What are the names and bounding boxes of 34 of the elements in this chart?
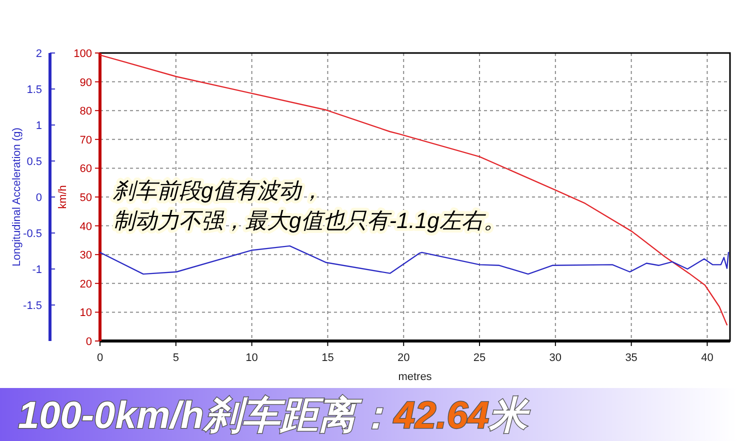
x-tick-label: 25	[473, 352, 486, 364]
annotation: 刹车前段g值有波动，	[112, 178, 324, 203]
y-tick-label: 20	[80, 278, 92, 290]
y-tick-label: 50	[80, 192, 92, 204]
y2-tick-label: -1	[32, 264, 42, 276]
y-tick-label: 100	[74, 48, 92, 60]
x-tick-label: 30	[549, 352, 562, 364]
annotation: 制动力不强，最大g值也只有-1.1g左右。	[113, 208, 506, 233]
y2-tick-label: 1	[36, 120, 42, 132]
x-tick-label: 40	[701, 352, 714, 364]
y-tick-label: 0	[86, 336, 92, 348]
y-tick-label: 60	[80, 163, 92, 176]
x-axis-title: metres	[398, 371, 432, 383]
y-tick-label: 40	[80, 220, 92, 233]
x-tick-label: 10	[246, 352, 258, 364]
y2-tick-label: 1.5	[26, 84, 42, 96]
x-tick-label: 5	[172, 352, 179, 364]
y-tick-label: 30	[80, 250, 92, 262]
y2-tick-label: 2	[36, 48, 42, 60]
y2-axis-title: Longitudinal Acceleration (g)	[11, 128, 23, 266]
y-tick-label: 70	[80, 134, 92, 146]
y2-tick-label: 0	[36, 192, 42, 204]
y2-tick-label: -1.5	[23, 300, 42, 312]
x-tick-label: 15	[322, 352, 334, 364]
y2-tick-label: 0.5	[26, 156, 42, 168]
y2-tick-label: -0.5	[23, 228, 42, 240]
x-tick-label: 35	[625, 352, 638, 364]
x-tick-label: 0	[96, 352, 104, 364]
y-tick-label: 80	[80, 106, 92, 118]
y-tick-label: 10	[80, 307, 92, 320]
text: 100-0km/h刹车距离：42.64米	[18, 394, 531, 437]
x-tick-label: 20	[397, 352, 410, 364]
y-tick-label: 90	[80, 76, 92, 89]
y-axis-title: km/h	[57, 185, 69, 209]
